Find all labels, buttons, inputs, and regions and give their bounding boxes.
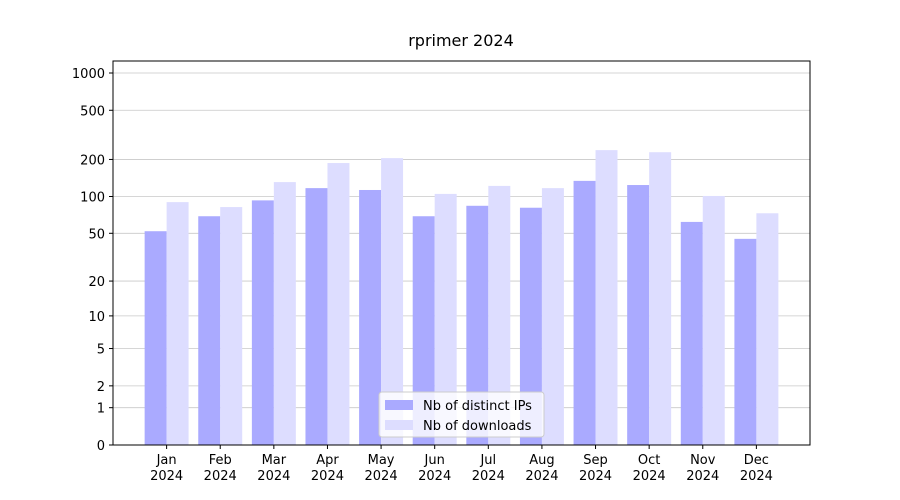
x-tick-label: Jan 2024 <box>150 453 184 484</box>
bar <box>488 185 511 445</box>
bar <box>734 238 757 445</box>
x-tick-label: Aug 2024 <box>525 453 559 484</box>
bar <box>541 188 564 445</box>
bar <box>434 193 457 445</box>
bar <box>273 182 296 445</box>
x-tick-label: Dec 2024 <box>739 453 773 484</box>
x-tick-label: Apr 2024 <box>310 453 344 484</box>
bar <box>595 150 618 445</box>
bar <box>702 195 725 445</box>
y-tick-label: 1 <box>97 402 105 417</box>
bar <box>251 200 274 445</box>
bar <box>359 189 382 445</box>
bar <box>756 213 779 445</box>
bar <box>649 152 672 446</box>
bar <box>305 188 328 445</box>
y-tick-label: 200 <box>80 153 105 168</box>
y-tick-label: 500 <box>80 104 105 119</box>
y-tick-label: 2 <box>97 380 105 395</box>
bar <box>412 216 435 445</box>
y-tick-label: 10 <box>88 310 105 325</box>
bar <box>627 185 650 445</box>
x-tick-label: Feb 2024 <box>203 453 237 484</box>
legend-box <box>378 391 545 438</box>
y-tick-label: 1000 <box>72 67 105 82</box>
y-tick-label: 5 <box>97 343 105 358</box>
y-tick-label: 50 <box>88 227 105 242</box>
bar <box>519 207 542 445</box>
bar <box>573 180 596 445</box>
bar <box>466 205 489 445</box>
x-tick-label: Jun 2024 <box>418 453 452 484</box>
x-tick-label: Sep 2024 <box>578 453 613 484</box>
bar <box>327 163 350 446</box>
x-tick-label: Nov 2024 <box>686 453 720 484</box>
y-tick-label: 0 <box>97 439 105 454</box>
bar <box>198 216 221 445</box>
bar <box>680 221 703 445</box>
y-tick-label: 100 <box>80 191 105 206</box>
legend-swatch <box>385 420 413 430</box>
bar <box>220 207 243 445</box>
plot-frame <box>112 60 811 446</box>
bar <box>381 158 404 445</box>
bar <box>166 202 189 445</box>
x-tick-label: Mar 2024 <box>257 453 291 484</box>
chart-title: rprimer 2024 <box>408 31 514 50</box>
x-tick-label: Oct 2024 <box>632 453 666 484</box>
legend-label: Nb of downloads <box>423 419 532 434</box>
legend-label: Nb of distinct IPs <box>423 399 532 414</box>
y-tick-label: 20 <box>88 275 105 290</box>
x-tick-label: May 2024 <box>364 453 398 484</box>
x-tick-label: Jul 2024 <box>471 453 505 484</box>
legend-swatch <box>385 400 413 410</box>
bar <box>144 231 167 445</box>
